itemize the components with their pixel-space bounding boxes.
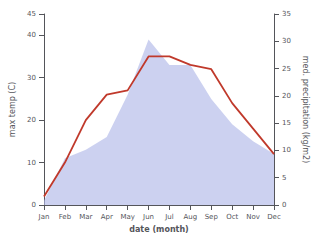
svg-text:45: 45 [27,10,36,18]
svg-text:20: 20 [282,92,291,100]
svg-text:20: 20 [27,116,36,124]
svg-text:Mar: Mar [79,213,92,221]
svg-text:40: 40 [27,31,36,39]
svg-text:15: 15 [282,119,291,127]
svg-text:Feb: Feb [59,213,72,221]
svg-text:30: 30 [27,74,36,82]
svg-text:date (month): date (month) [129,225,189,234]
svg-text:25: 25 [282,65,291,73]
svg-text:May: May [120,213,134,221]
svg-text:Dec: Dec [267,213,281,221]
svg-text:30: 30 [282,37,291,45]
svg-text:Jul: Jul [164,213,174,221]
svg-text:Aug: Aug [184,213,198,221]
svg-text:Apr: Apr [101,213,113,221]
svg-text:35: 35 [282,10,291,18]
svg-text:Jan: Jan [38,213,50,221]
svg-text:Sep: Sep [205,213,219,221]
svg-text:0: 0 [32,201,36,209]
svg-text:5: 5 [282,174,286,182]
svg-text:Oct: Oct [226,213,238,221]
svg-text:Jun: Jun [142,213,154,221]
svg-text:med. precipitation (kg/m2): med. precipitation (kg/m2) [301,56,310,163]
svg-text:10: 10 [282,146,291,154]
svg-text:Nov: Nov [246,213,260,221]
svg-text:max temp (C): max temp (C) [8,82,17,137]
svg-text:10: 10 [27,159,36,167]
svg-text:0: 0 [282,201,286,209]
